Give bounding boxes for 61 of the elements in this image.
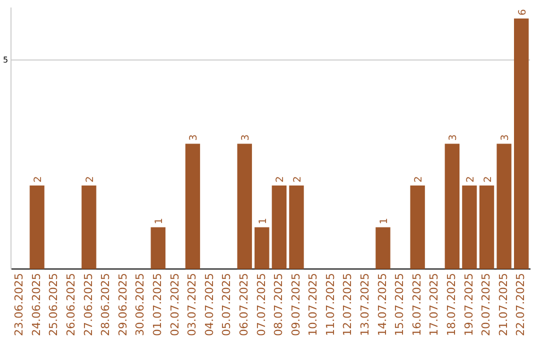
bar [254, 227, 270, 270]
bar [30, 185, 44, 270]
x-tick-label: 27.06.2025 [82, 273, 95, 336]
x-tick-label: 09.07.2025 [289, 273, 302, 336]
bar [479, 185, 494, 270]
data-label: 2 [84, 176, 96, 182]
x-tick-label: 01.07.2025 [150, 273, 164, 336]
x-tick-label: 12.07.2025 [341, 273, 354, 336]
x-tick-label: 07.07.2025 [254, 273, 268, 336]
x-tick-label: 18.07.2025 [445, 273, 458, 336]
bar [237, 144, 252, 270]
data-label: 2 [292, 176, 304, 182]
x-tick-label: 28.06.2025 [99, 273, 112, 336]
data-label: 1 [258, 218, 269, 224]
data-label: 6 [517, 9, 528, 16]
x-tick-label: 23.06.2025 [12, 273, 26, 336]
bar [272, 185, 287, 270]
bar [462, 185, 477, 270]
x-tick-label: 24.06.2025 [30, 273, 43, 336]
bar [410, 185, 425, 270]
bar [289, 185, 304, 270]
x-tick-label: 25.06.2025 [47, 273, 60, 336]
x-tick-label: 16.07.2025 [410, 273, 424, 336]
x-tick-label: 02.07.2025 [168, 273, 182, 336]
x-tick-label: 21.07.2025 [496, 273, 510, 336]
data-label: 3 [188, 134, 200, 141]
data-label: 3 [448, 134, 460, 141]
bar [185, 144, 200, 270]
data-label: 2 [465, 176, 476, 182]
x-tick-label: 06.07.2025 [237, 273, 250, 336]
x-tick-label: 05.07.2025 [220, 273, 234, 336]
x-tick-label: 13.07.2025 [358, 273, 372, 336]
x-tick-label: 26.06.2025 [64, 273, 78, 336]
x-tick-label: 15.07.2025 [393, 273, 406, 336]
x-tick-label: 17.07.2025 [428, 273, 441, 336]
x-tick-label: 10.07.2025 [306, 273, 320, 336]
x-tick-label: 30.06.2025 [134, 273, 147, 336]
data-label: 2 [482, 176, 494, 182]
x-tick-label: 29.06.2025 [116, 273, 130, 336]
x-tick-label: 04.07.2025 [202, 273, 216, 336]
bar [444, 144, 460, 270]
data-label: 1 [154, 218, 166, 224]
x-tick-label: 22.07.2025 [514, 273, 528, 336]
x-tick-label: 14.07.2025 [376, 273, 389, 336]
bar [496, 144, 512, 270]
x-tick-label: 03.07.2025 [186, 273, 199, 336]
bar [514, 18, 529, 270]
data-label: 1 [378, 218, 390, 224]
y-tick-label: 5 [2, 55, 8, 64]
x-tick-label: 20.07.2025 [480, 273, 493, 336]
bar [82, 185, 96, 270]
data-label: 2 [275, 176, 286, 182]
x-tick-label: 19.07.2025 [462, 273, 476, 336]
bar [376, 227, 390, 270]
data-label: 3 [500, 134, 512, 141]
x-tick-label: 11.07.2025 [324, 273, 337, 336]
bar [150, 227, 166, 270]
data-label: 3 [240, 134, 252, 141]
data-label: 2 [33, 176, 44, 182]
data-label: 2 [414, 176, 425, 182]
x-tick-label: 08.07.2025 [272, 273, 286, 336]
